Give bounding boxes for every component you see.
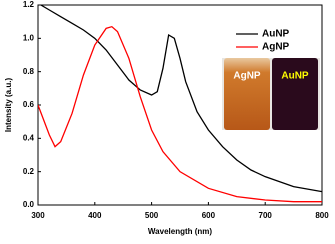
inset-label: AgNP (233, 71, 261, 82)
y-tick-label: 0.4 (23, 133, 35, 142)
y-tick-label: 0.8 (23, 67, 35, 76)
x-tick-label: 300 (31, 211, 45, 220)
y-tick-label: 1.0 (23, 33, 35, 42)
y-tick-label: 0.6 (23, 100, 35, 109)
legend-label: AgNP (262, 42, 290, 53)
x-tick-label: 500 (145, 211, 159, 220)
inset-photo: AgNP AuNP (222, 58, 320, 130)
inset-label: AuNP (281, 71, 309, 82)
legend: AuNP AgNP (236, 29, 290, 53)
x-tick-label: 800 (315, 211, 329, 220)
x-axis-label: Wavelength (nm) (148, 227, 212, 236)
x-tick-label: 600 (202, 211, 216, 220)
x-tick-label: 700 (259, 211, 273, 220)
plot-lines (38, 5, 322, 203)
agnp-vial (224, 58, 270, 130)
series-line (38, 25, 322, 203)
y-tick-label: 0.0 (23, 200, 35, 209)
aunp-vial (272, 58, 318, 130)
y-tick-label: 1.2 (23, 0, 35, 9)
y-axis-label: Intensity (a.u.) (4, 78, 13, 133)
series-line (40, 5, 322, 193)
y-tick-label: 0.2 (23, 167, 35, 176)
legend-label: AuNP (262, 29, 290, 40)
x-tick-label: 400 (88, 211, 102, 220)
